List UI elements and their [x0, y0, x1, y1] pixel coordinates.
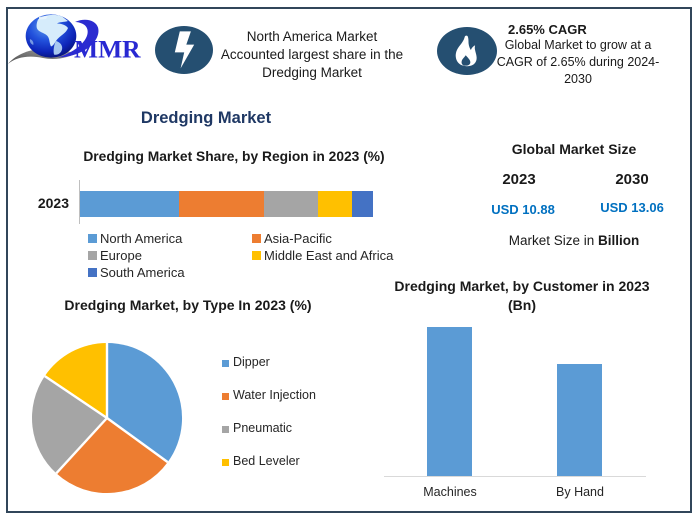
svg-text:MMR: MMR — [74, 34, 141, 63]
